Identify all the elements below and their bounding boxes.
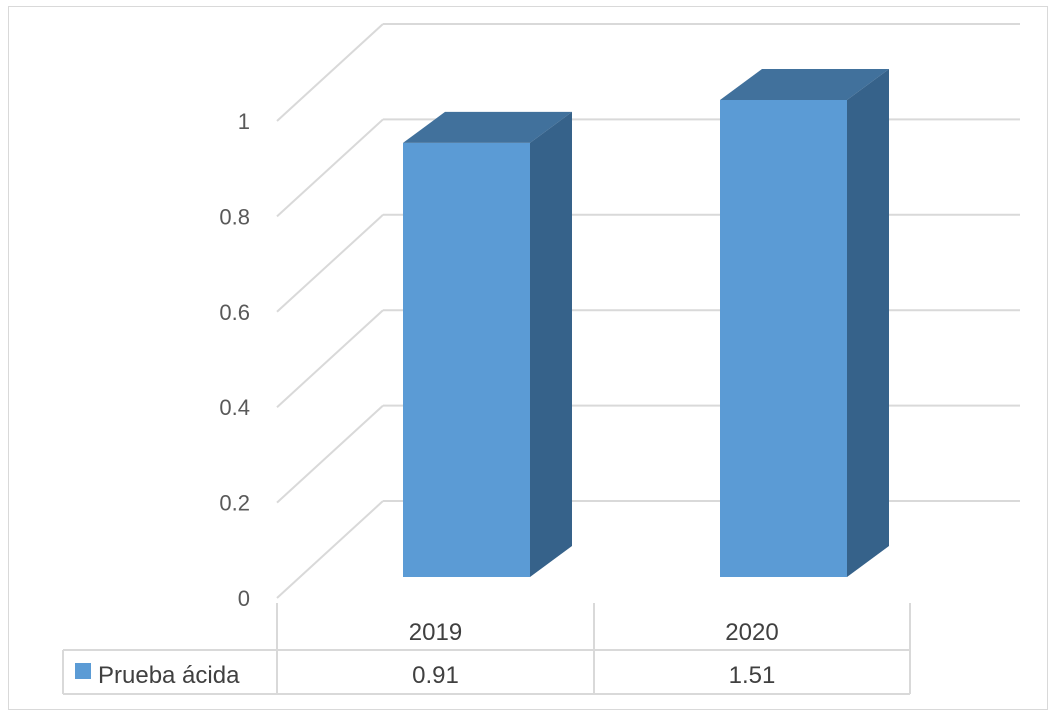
data-table: 2019 0.91 2020 1.51 Prueba ácida bbox=[62, 603, 911, 695]
legend-series-label: Prueba ácida bbox=[98, 662, 240, 689]
gridline-diagonal bbox=[276, 23, 384, 122]
y-axis-ticks: 0 0.2 0.4 0.6 0.8 1 bbox=[219, 109, 250, 611]
x-category-label: 2019 bbox=[409, 619, 462, 646]
gridline-diagonal bbox=[276, 404, 384, 504]
y-tick-label: 0.4 bbox=[219, 395, 250, 420]
bar-side bbox=[530, 111, 572, 578]
y-tick-label: 0.6 bbox=[219, 300, 250, 325]
table-value-cell: 1.51 bbox=[729, 662, 776, 689]
bars bbox=[403, 69, 889, 578]
y-tick-label: 0.8 bbox=[219, 204, 250, 229]
y-tick-label: 0 bbox=[238, 586, 250, 611]
gridline-diagonal bbox=[276, 309, 384, 408]
bar-front bbox=[403, 142, 530, 577]
gridline-diagonal bbox=[276, 500, 384, 599]
bar-side bbox=[847, 69, 889, 577]
table-value-cell: 0.91 bbox=[412, 662, 459, 689]
bar-2020 bbox=[720, 69, 889, 577]
gridline-diagonal bbox=[276, 118, 384, 218]
gridline-diagonal bbox=[276, 214, 384, 313]
bar-front bbox=[720, 100, 847, 577]
bar-top bbox=[720, 69, 889, 100]
y-tick-label: 0.2 bbox=[219, 491, 250, 516]
gridlines bbox=[276, 23, 1020, 599]
bar-top bbox=[403, 111, 572, 143]
bar-2019 bbox=[403, 111, 572, 578]
y-tick-label: 1 bbox=[238, 109, 250, 134]
x-category-label: 2020 bbox=[725, 619, 778, 646]
legend-swatch bbox=[75, 663, 91, 679]
